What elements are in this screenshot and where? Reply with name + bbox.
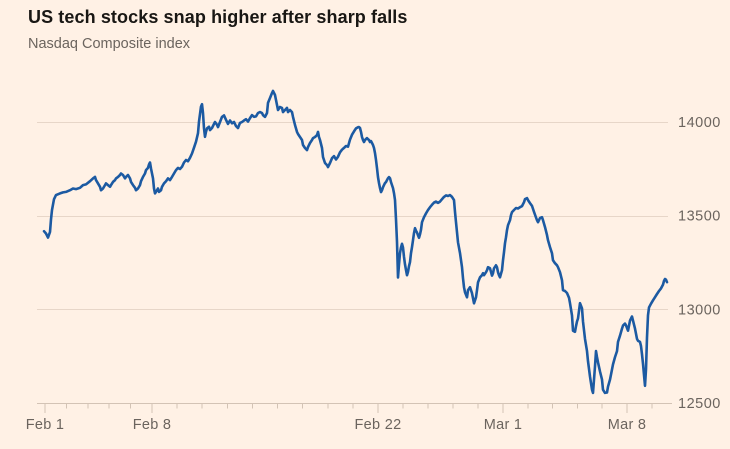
price-line bbox=[42, 89, 669, 395]
y-axis-label: 14000 bbox=[678, 115, 721, 131]
y-axis-label: 12500 bbox=[678, 396, 721, 412]
chart-subtitle: Nasdaq Composite index bbox=[28, 35, 191, 52]
chart-title: US tech stocks snap higher after sharp f… bbox=[28, 7, 408, 27]
x-axis-label: Mar 8 bbox=[608, 417, 647, 433]
y-axis-label: 13500 bbox=[678, 209, 721, 225]
x-axis-label: Mar 1 bbox=[484, 417, 523, 433]
x-axis-label: Feb 8 bbox=[133, 417, 172, 433]
x-axis-label: Feb 1 bbox=[26, 417, 65, 433]
y-axis-label: 13000 bbox=[678, 302, 721, 318]
x-axis-label: Feb 22 bbox=[355, 417, 402, 433]
chart-header: US tech stocks snap higher after sharp f… bbox=[28, 6, 408, 52]
